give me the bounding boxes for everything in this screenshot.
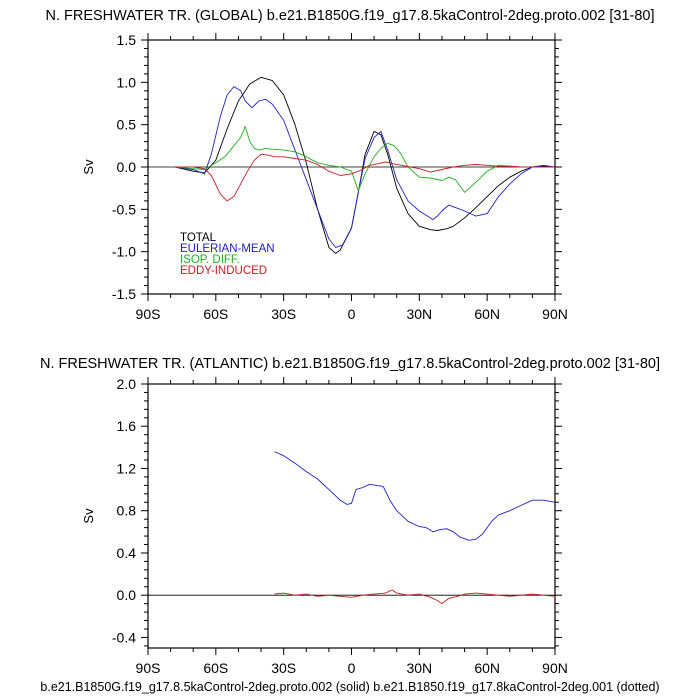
legend-entry: EDDY-INDUCED <box>180 265 267 277</box>
y-tick-label: 1.6 <box>117 418 137 434</box>
series-line-series-0 <box>274 451 556 541</box>
y-tick-label: 0.0 <box>117 159 137 175</box>
x-tick-label: 30S <box>271 660 296 676</box>
x-tick-label: 90N <box>542 660 568 676</box>
y-axis-label: Sv <box>81 159 96 175</box>
y-tick-label: -0.5 <box>112 201 136 217</box>
x-tick-label: 60S <box>203 660 228 676</box>
x-tick-label: 30N <box>406 306 432 322</box>
y-tick-label: -1.0 <box>112 244 136 260</box>
footer-caption: b.e21.B1850G.f19_g17.8.5kaControl-2deg.p… <box>40 680 659 694</box>
series-line-isop-diff <box>175 125 555 193</box>
x-tick-label: 60S <box>203 306 228 322</box>
legend-entry: TOTAL <box>180 232 217 244</box>
x-tick-label: 30N <box>406 660 432 676</box>
plot-global: 90S 60S 30S 0 30N 60N 90N -1.5 -1.0 -0.5 0.0 0.5 1.0… <box>81 32 568 322</box>
y-tick-label: 1.0 <box>117 74 137 90</box>
y-tick-label: 0.4 <box>117 545 137 561</box>
series-line-series-1 <box>274 589 556 605</box>
y-tick-label: -1.5 <box>112 286 136 302</box>
y-tick-label: 0.0 <box>117 587 137 603</box>
y-tick-label: 1.5 <box>117 32 137 48</box>
x-tick-label: 90S <box>136 306 161 322</box>
chart-title-global: N. FRESHWATER TR. (GLOBAL) b.e21.B1850G.… <box>45 8 654 24</box>
x-tick-label: 60N <box>474 660 500 676</box>
series-line-total <box>174 76 556 254</box>
y-tick-label: 0.5 <box>117 117 137 133</box>
chart-title-atlantic: N. FRESHWATER TR. (ATLANTIC) b.e21.B1850… <box>40 356 660 372</box>
x-tick-label: 90N <box>542 306 568 322</box>
legend-entry: EULERIAN-MEAN <box>180 243 275 255</box>
x-tick-label: 0 <box>348 306 356 322</box>
series-line-eddy-induced <box>175 153 555 202</box>
series-line-eulerian-mean <box>175 86 556 248</box>
legend-entry: ISOP. DIFF. <box>180 254 240 266</box>
x-tick-label: 0 <box>348 660 356 676</box>
plot-frame <box>147 383 556 649</box>
plot-atlantic: 90S 60S 30S 0 30N 60N 90N -0.4 0.0 0.4 0.8 1.2 1.6 2.… <box>81 376 568 676</box>
x-tick-label: 90S <box>136 660 161 676</box>
x-tick-label: 30S <box>271 306 296 322</box>
y-axis-label: Sv <box>81 508 96 524</box>
y-tick-label: 2.0 <box>117 376 137 392</box>
y-tick-label: -0.4 <box>112 629 136 645</box>
y-tick-label: 0.8 <box>117 503 137 519</box>
y-tick-label: 1.2 <box>117 460 137 476</box>
x-tick-label: 60N <box>474 306 500 322</box>
